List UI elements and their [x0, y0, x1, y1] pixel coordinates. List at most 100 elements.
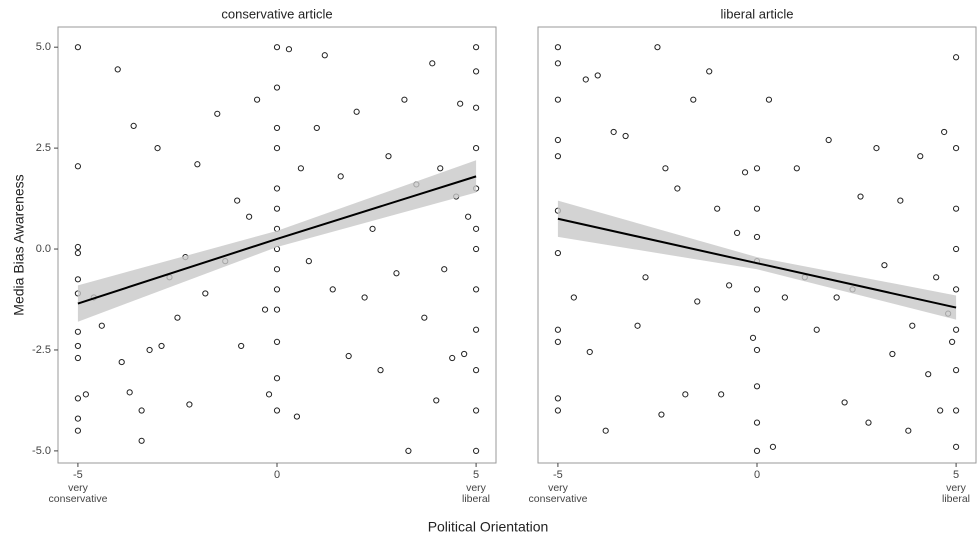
point — [472, 44, 480, 51]
point — [570, 294, 577, 301]
point — [465, 213, 472, 220]
point — [174, 314, 181, 321]
x-tick-label: 5 — [953, 469, 959, 481]
point — [273, 185, 281, 192]
point — [130, 122, 137, 130]
point — [285, 46, 293, 53]
point — [753, 165, 761, 172]
point — [472, 104, 480, 111]
point — [313, 124, 320, 132]
point — [74, 354, 82, 362]
point — [952, 286, 960, 293]
point — [881, 262, 888, 269]
point — [865, 419, 872, 426]
point — [554, 338, 562, 345]
point — [74, 395, 82, 402]
point — [297, 165, 304, 172]
point — [889, 350, 896, 358]
y-tick-label: 5.0 — [36, 41, 51, 53]
point — [74, 44, 82, 51]
point — [952, 54, 960, 61]
point — [405, 447, 412, 454]
point — [753, 306, 761, 313]
point — [337, 173, 344, 180]
point — [273, 84, 281, 91]
point — [273, 306, 281, 313]
y-tick-label: 2.5 — [36, 142, 51, 154]
point — [769, 443, 777, 450]
y-tick-label: -2.5 — [32, 344, 51, 356]
point — [941, 128, 948, 136]
point — [582, 76, 589, 83]
confidence-band — [557, 200, 957, 320]
y-tick-label: -5.0 — [32, 445, 51, 457]
point — [554, 60, 562, 67]
point — [753, 447, 761, 454]
point — [690, 96, 697, 103]
strip — [58, 3, 496, 27]
point — [273, 266, 281, 273]
point — [472, 407, 480, 414]
point — [154, 145, 161, 152]
point — [813, 326, 820, 333]
point — [273, 375, 281, 382]
point — [345, 352, 352, 360]
point — [401, 96, 408, 103]
x-end-label: very conservative — [528, 482, 588, 505]
point — [118, 358, 125, 366]
point — [726, 282, 733, 289]
point — [273, 124, 281, 132]
point — [554, 136, 562, 144]
panel-title: conservative article — [221, 6, 332, 21]
point — [393, 270, 400, 277]
point — [138, 407, 145, 414]
point — [74, 249, 82, 257]
point — [825, 136, 832, 144]
x-tick-label: 0 — [274, 469, 280, 481]
point — [437, 165, 444, 172]
point — [329, 286, 336, 293]
point — [554, 153, 562, 160]
point — [246, 213, 253, 220]
point — [234, 197, 241, 204]
confidence-band — [77, 160, 477, 322]
strip — [538, 3, 976, 27]
point — [718, 391, 725, 398]
point — [441, 266, 448, 273]
point — [472, 68, 480, 75]
point — [753, 233, 761, 241]
y-axis-label: Media Bias Awareness — [11, 174, 27, 315]
point — [554, 96, 562, 103]
point — [642, 274, 649, 281]
x-end-label: very liberal — [941, 482, 970, 505]
point — [82, 391, 89, 398]
point — [952, 245, 960, 253]
point — [273, 205, 281, 212]
point — [833, 294, 840, 301]
x-end-label: very liberal — [461, 482, 490, 505]
point — [594, 72, 601, 79]
point — [952, 443, 960, 450]
point — [781, 294, 788, 301]
point — [933, 274, 940, 281]
point — [554, 395, 562, 402]
point — [273, 407, 281, 414]
point — [126, 389, 133, 396]
point — [753, 419, 761, 426]
point — [449, 354, 456, 362]
point — [202, 290, 209, 297]
point — [925, 371, 932, 378]
point — [554, 326, 562, 333]
point — [472, 145, 480, 152]
point — [897, 197, 904, 204]
point — [273, 145, 281, 152]
point — [361, 294, 368, 301]
panel-title: liberal article — [721, 6, 794, 21]
point — [472, 326, 480, 333]
point — [457, 100, 464, 107]
point — [369, 225, 376, 232]
y-tick-label: 0.0 — [36, 243, 51, 255]
point — [74, 163, 82, 170]
point — [293, 413, 301, 420]
